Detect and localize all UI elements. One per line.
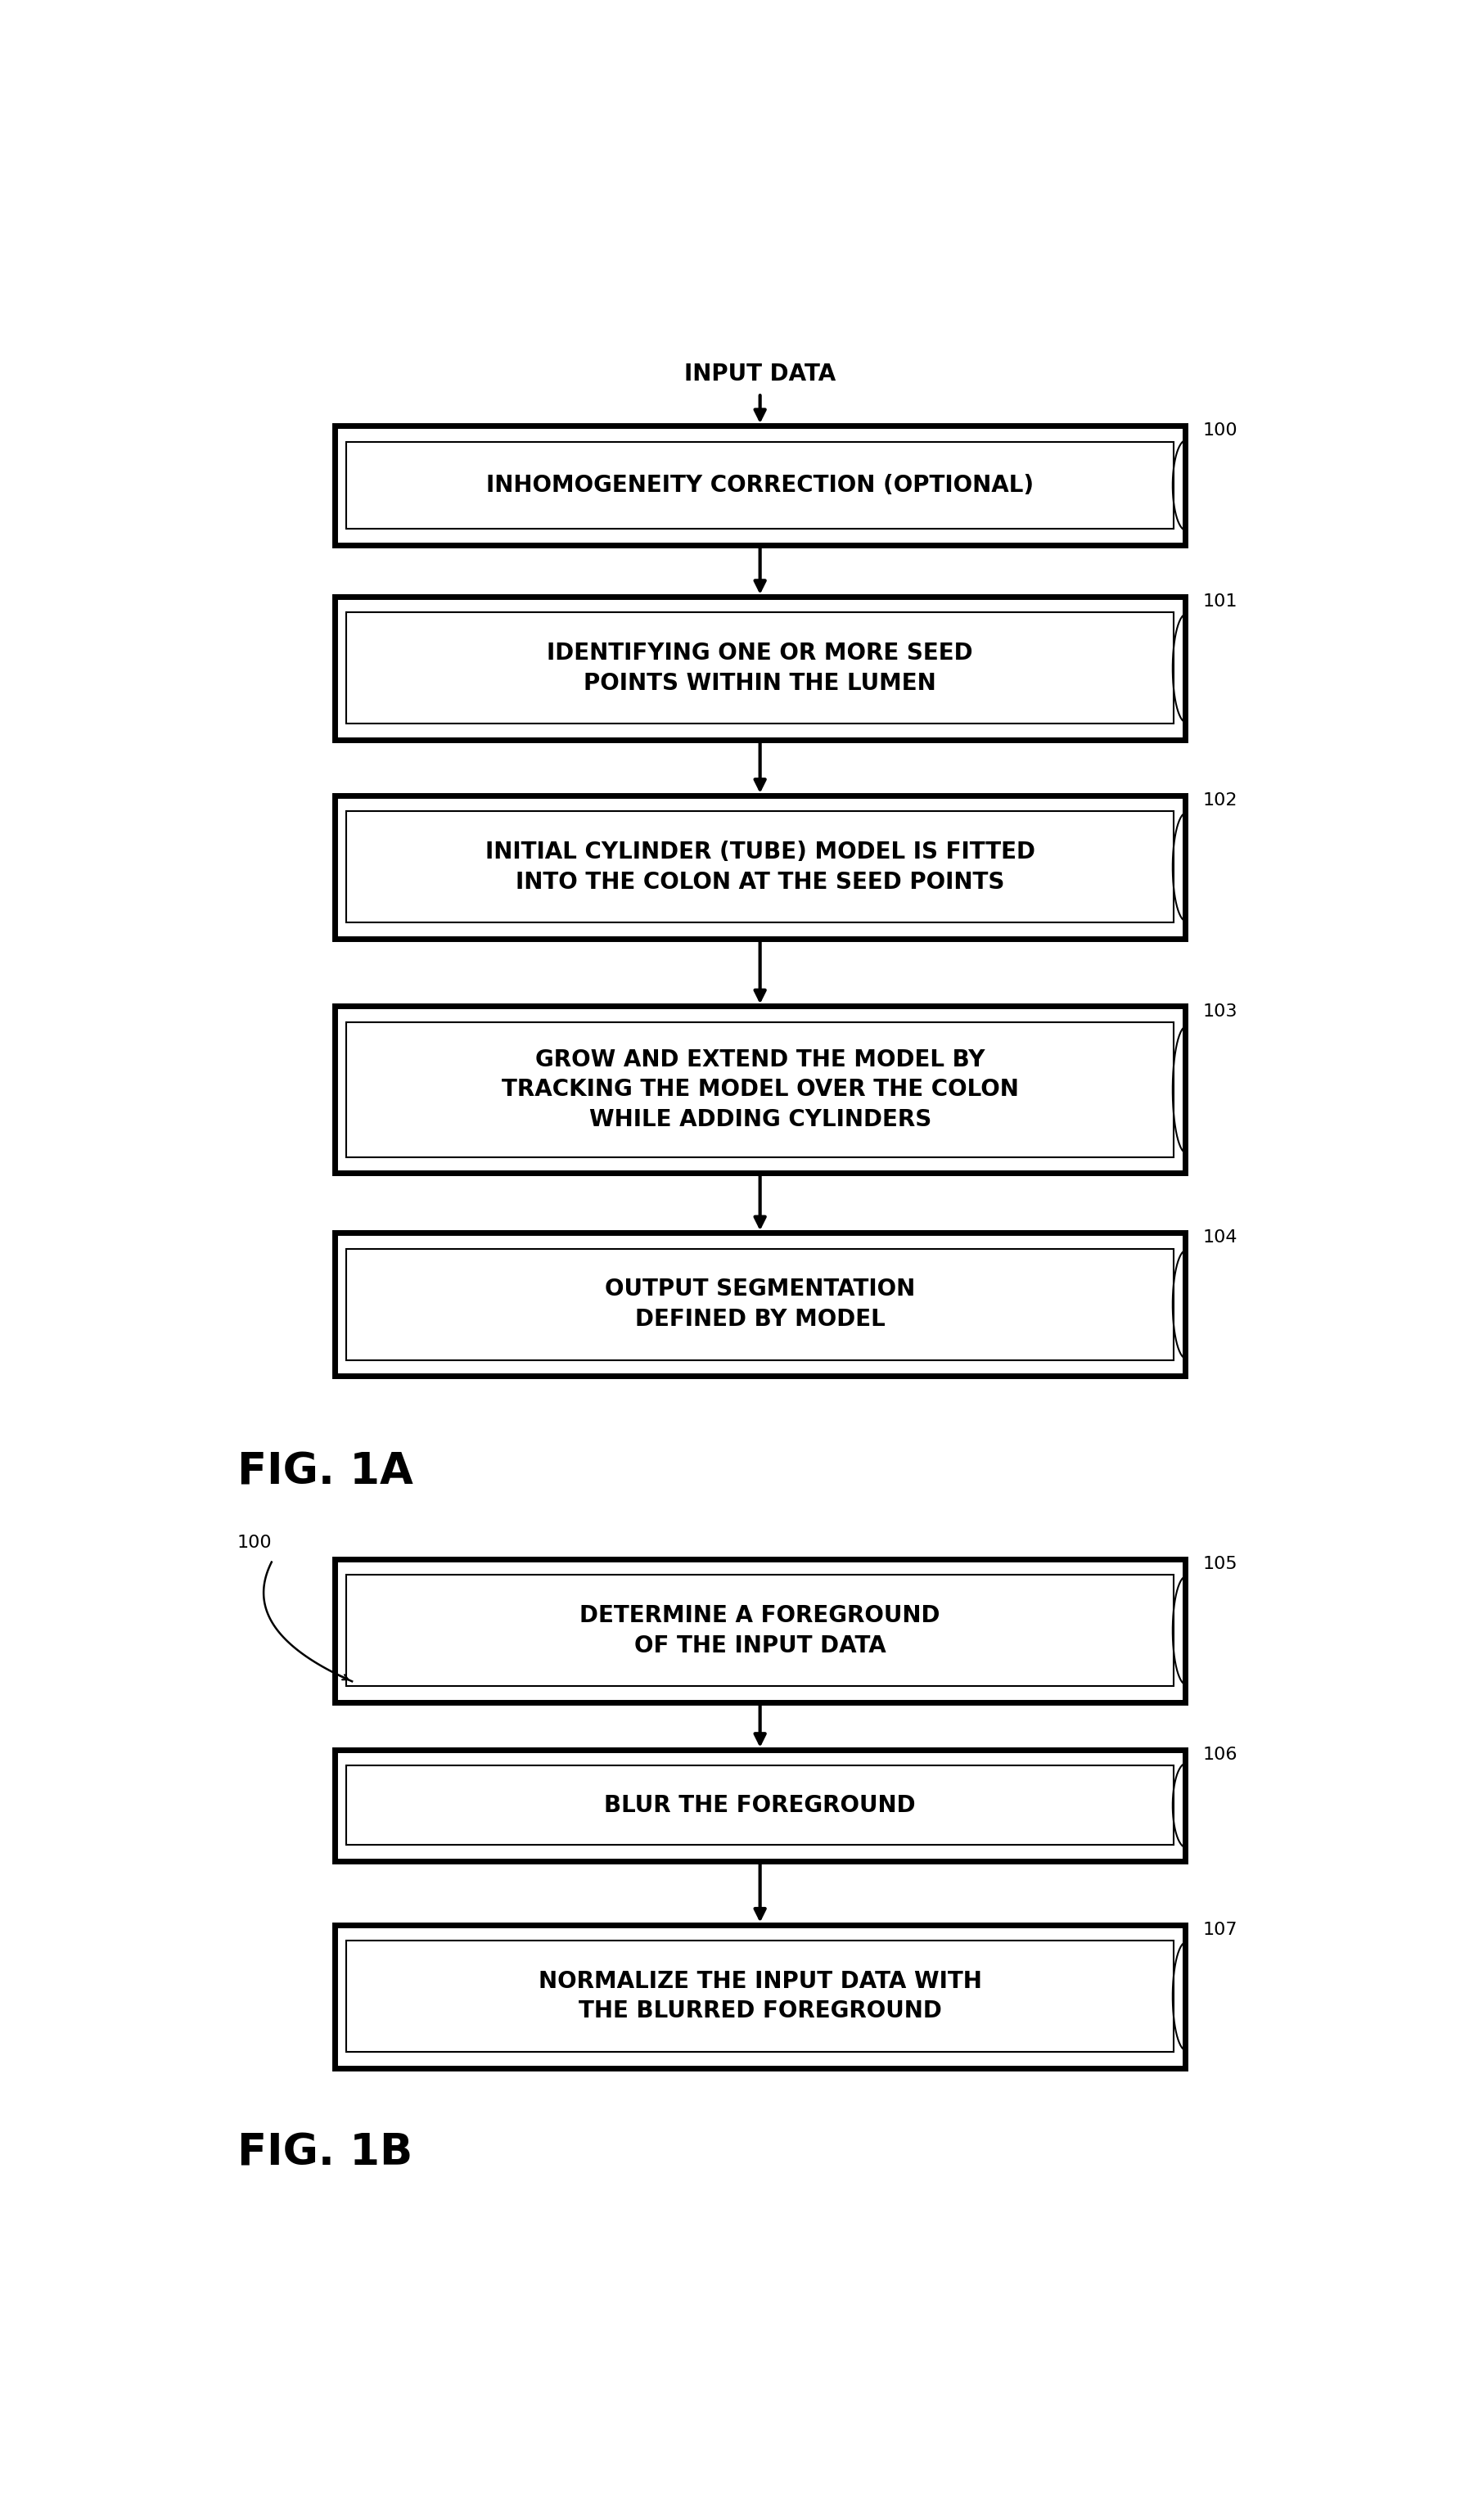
Bar <box>346 1940 1173 2051</box>
Bar <box>346 441 1173 529</box>
Text: 102: 102 <box>1203 791 1237 809</box>
Text: 100: 100 <box>237 1535 271 1550</box>
Bar <box>346 1767 1173 1845</box>
Bar <box>346 1023 1173 1157</box>
Bar <box>335 796 1185 937</box>
Bar <box>346 1575 1173 1686</box>
Text: OUTPUT SEGMENTATION
DEFINED BY MODEL: OUTPUT SEGMENTATION DEFINED BY MODEL <box>605 1278 915 1331</box>
Text: FIG. 1B: FIG. 1B <box>237 2132 412 2175</box>
Bar <box>335 1560 1185 1701</box>
Text: INITIAL CYLINDER (TUBE) MODEL IS FITTED
INTO THE COLON AT THE SEED POINTS: INITIAL CYLINDER (TUBE) MODEL IS FITTED … <box>485 842 1035 895</box>
Text: IDENTIFYING ONE OR MORE SEED
POINTS WITHIN THE LUMEN: IDENTIFYING ONE OR MORE SEED POINTS WITH… <box>547 643 973 696</box>
Text: 106: 106 <box>1203 1746 1237 1764</box>
Text: BLUR THE FOREGROUND: BLUR THE FOREGROUND <box>604 1794 916 1817</box>
Text: 103: 103 <box>1203 1003 1237 1021</box>
Bar <box>346 1250 1173 1361</box>
Text: INHOMOGENEITY CORRECTION (OPTIONAL): INHOMOGENEITY CORRECTION (OPTIONAL) <box>486 474 1034 496</box>
Bar <box>335 1749 1185 1862</box>
Bar <box>346 811 1173 922</box>
Text: GROW AND EXTEND THE MODEL BY
TRACKING THE MODEL OVER THE COLON
WHILE ADDING CYLI: GROW AND EXTEND THE MODEL BY TRACKING TH… <box>501 1048 1019 1131</box>
Text: 100: 100 <box>1203 423 1237 438</box>
Bar <box>335 1232 1185 1376</box>
Bar <box>335 1925 1185 2069</box>
Text: 101: 101 <box>1203 595 1237 610</box>
Text: 107: 107 <box>1203 1923 1237 1938</box>
Bar <box>346 612 1173 723</box>
Text: FIG. 1A: FIG. 1A <box>237 1452 412 1494</box>
Text: NORMALIZE THE INPUT DATA WITH
THE BLURRED FOREGROUND: NORMALIZE THE INPUT DATA WITH THE BLURRE… <box>538 1971 982 2024</box>
Bar <box>335 1005 1185 1174</box>
Bar <box>335 597 1185 741</box>
Text: DETERMINE A FOREGROUND
OF THE INPUT DATA: DETERMINE A FOREGROUND OF THE INPUT DATA <box>580 1603 940 1658</box>
Text: INPUT DATA: INPUT DATA <box>684 363 836 386</box>
Bar <box>335 426 1185 544</box>
Text: 105: 105 <box>1203 1555 1237 1572</box>
Text: 104: 104 <box>1203 1230 1237 1245</box>
